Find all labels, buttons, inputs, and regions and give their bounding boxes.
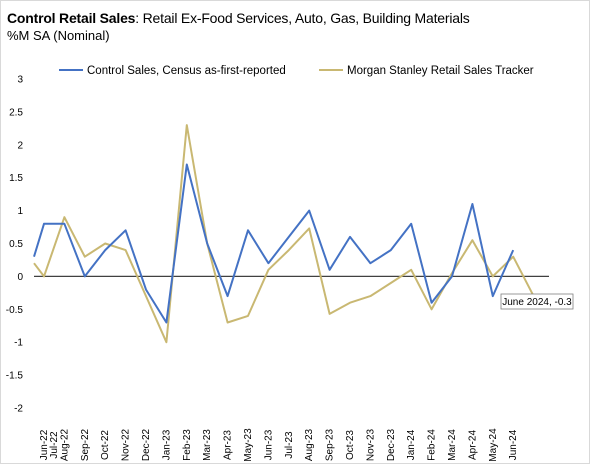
x-tick-label: Sep-22 <box>80 428 91 461</box>
chart-title-rest: : Retail Ex-Food Services, Auto, Gas, Bu… <box>135 10 470 26</box>
series-line-control-sales <box>33 163 515 324</box>
x-tick-label: Dec-22 <box>141 428 152 461</box>
chart-title: Control Retail Sales: Retail Ex-Food Ser… <box>7 10 470 26</box>
y-tick-label: 0.5 <box>9 239 23 250</box>
x-tick-label: Feb-23 <box>182 429 193 461</box>
x-tick-label: Apr-23 <box>223 430 234 460</box>
x-tick-label: Sep-23 <box>325 428 336 461</box>
y-tick-label: 1 <box>17 206 23 217</box>
x-tick-label: Mar-24 <box>447 429 458 461</box>
x-tick-label: Feb-24 <box>427 429 438 461</box>
x-tick-label: Aug-23 <box>304 428 315 461</box>
x-tick-label: Dec-23 <box>386 428 397 461</box>
x-tick-label: Oct-23 <box>345 430 356 460</box>
annotation-label: June 2024, -0.3 <box>502 297 572 308</box>
x-tick-label: Mar-23 <box>202 429 213 461</box>
x-tick-label: May-23 <box>243 428 254 462</box>
y-tick-label: -1 <box>14 338 23 349</box>
y-tick-label: -1.5 <box>6 371 24 382</box>
x-tick-label: Nov-23 <box>365 428 376 461</box>
x-tick-label: Aug-22 <box>59 428 70 461</box>
y-tick-label: 2.5 <box>9 107 23 118</box>
y-tick-label: -0.5 <box>6 305 24 316</box>
x-tick-label: Jun-22 <box>39 429 50 460</box>
x-tick-label: Jun-24 <box>508 429 519 460</box>
legend-label-ms-tracker: Morgan Stanley Retail Sales Tracker <box>347 65 534 77</box>
annotation-box <box>500 293 574 310</box>
y-tick-label: 2 <box>17 140 23 151</box>
y-tick-label: 0 <box>17 272 23 283</box>
series-line-ms-tracker <box>33 124 535 344</box>
x-tick-label: Jan-24 <box>406 429 417 460</box>
legend-label-control-sales: Control Sales, Census as-first-reported <box>87 65 286 77</box>
x-tick-label: Oct-22 <box>100 430 111 460</box>
x-tick-label: Apr-24 <box>467 430 478 460</box>
x-tick-label: Jul-23 <box>284 431 295 459</box>
x-tick-label: Jun-23 <box>263 429 274 460</box>
x-tick-label: Jul-22 <box>49 431 60 459</box>
chart-title-bold: Control Retail Sales <box>7 10 136 26</box>
x-tick-label: Nov-22 <box>121 428 132 461</box>
y-tick-label: -2 <box>14 404 23 415</box>
x-tick-label: May-24 <box>488 428 499 462</box>
x-tick-label: Jan-23 <box>161 429 172 460</box>
chart-subtitle: %M SA (Nominal) <box>7 28 110 43</box>
y-tick-label: 3 <box>17 75 23 86</box>
y-tick-label: 1.5 <box>9 173 23 184</box>
